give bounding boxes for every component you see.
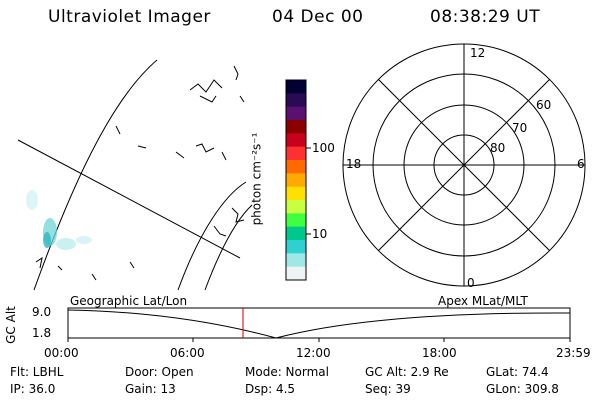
mlt-label-6: 6 xyxy=(577,157,585,171)
gc-alt-axis-title: GC Alt xyxy=(3,306,18,344)
colorbar-segment xyxy=(286,240,306,254)
colorbar-tick-10: 10 xyxy=(312,227,328,241)
colorbar-segment xyxy=(286,213,306,228)
colorbar xyxy=(285,79,311,281)
instrument-title: Ultraviolet Imager xyxy=(48,7,211,27)
y-tick-top: 9.0 xyxy=(32,305,52,319)
lat-label-60: 60 xyxy=(536,98,552,112)
inner-arc xyxy=(204,204,253,291)
colorbar-segment xyxy=(286,93,306,108)
colorbar-segment xyxy=(286,186,306,201)
apex-label: Apex MLat/MLT xyxy=(438,294,528,308)
terminator-arc xyxy=(177,181,247,291)
lat-label-70: 70 xyxy=(512,121,528,135)
geographic-label: Geographic Lat/Lon xyxy=(70,294,188,308)
colorbar-segment xyxy=(286,146,306,161)
glat-info: GLat: 74.4 xyxy=(486,365,549,379)
colorbar-tick-100: 100 xyxy=(312,141,335,155)
grid-line xyxy=(17,139,241,259)
lat-label-80: 80 xyxy=(490,141,506,155)
mode-info: Mode: Normal xyxy=(245,365,329,379)
ip-info: IP: 36.0 xyxy=(10,382,56,396)
mlt-label-12: 12 xyxy=(470,46,486,60)
colorbar-segment xyxy=(286,253,306,268)
gain-info: Gain: 13 xyxy=(125,382,176,396)
colorbar-segment xyxy=(286,133,306,148)
polar-plot xyxy=(342,43,586,287)
dsp-info: Dsp: 4.5 xyxy=(245,382,296,396)
x-tick-0600: 06:00 xyxy=(170,346,205,360)
colorbar-unit-label: photon cm⁻²s⁻¹ xyxy=(249,132,264,226)
door-info: Door: Open xyxy=(125,365,194,379)
filter-info: Flt: LBHL xyxy=(10,365,64,379)
time-label: 08:38:29 UT xyxy=(430,7,541,27)
colorbar-segment xyxy=(286,226,306,241)
seq-info: Seq: 39 xyxy=(365,382,411,396)
x-tick-1200: 12:00 xyxy=(296,346,331,360)
mlt-label-0: 0 xyxy=(467,276,475,290)
colorbar-segment xyxy=(286,266,306,281)
colorbar-segment xyxy=(286,106,306,121)
y-tick-bottom: 1.8 xyxy=(32,326,52,340)
earth-limb-arc xyxy=(33,59,158,291)
colorbar-segment xyxy=(286,160,306,174)
x-tick-1800: 18:00 xyxy=(422,346,457,360)
altitude-timeline xyxy=(67,307,571,342)
glon-info: GLon: 309.8 xyxy=(486,382,559,396)
colorbar-segment xyxy=(286,173,306,188)
gc-alt-info: GC Alt: 2.9 Re xyxy=(365,365,449,379)
mlt-label-18: 18 xyxy=(346,157,362,171)
date-label: 04 Dec 00 xyxy=(272,7,364,27)
geographic-map xyxy=(17,59,253,291)
colorbar-segment xyxy=(286,80,306,94)
aurora-emission xyxy=(26,190,92,250)
colorbar-segment xyxy=(286,120,306,134)
colorbar-segment xyxy=(286,200,306,214)
x-tick-0000: 00:00 xyxy=(44,346,79,360)
x-tick-2359: 23:59 xyxy=(556,346,591,360)
